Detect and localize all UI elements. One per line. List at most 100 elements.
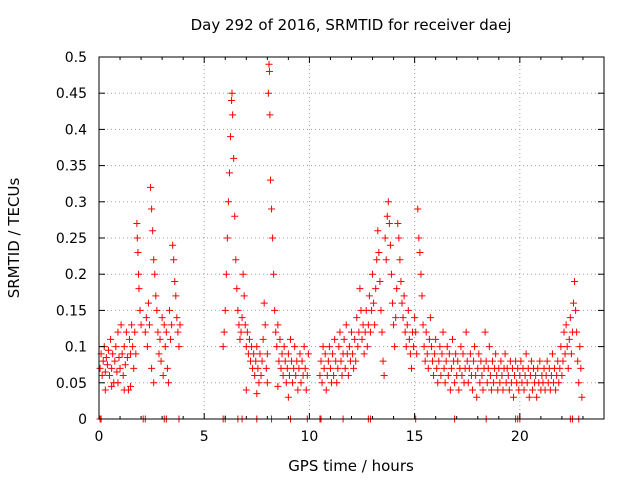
data-point	[174, 328, 182, 336]
data-point	[344, 372, 352, 380]
data-point	[136, 306, 144, 314]
data-point	[454, 357, 462, 365]
data-point	[319, 343, 327, 351]
data-point	[406, 350, 414, 358]
data-point	[165, 306, 173, 314]
data-point	[411, 314, 419, 322]
y-axis-label: SRMTID / TECUs	[5, 178, 23, 299]
data-point	[223, 234, 231, 242]
data-point	[253, 390, 261, 398]
data-point	[569, 299, 577, 307]
data-point	[563, 343, 571, 351]
data-point	[251, 372, 259, 380]
data-point	[120, 386, 128, 394]
data-point	[425, 335, 433, 343]
data-point	[300, 343, 308, 351]
data-point	[238, 314, 246, 322]
x-axis-label: GPS time / hours	[288, 457, 414, 475]
data-point	[241, 321, 249, 329]
data-point	[523, 379, 531, 387]
data-point	[220, 328, 228, 336]
x-axis: 0 5 10 15 20	[95, 57, 584, 445]
data-point	[253, 343, 261, 351]
data-point	[103, 361, 111, 369]
data-point	[265, 60, 273, 68]
data-point	[572, 306, 580, 314]
data-point	[131, 328, 139, 336]
data-point	[296, 350, 304, 358]
data-point	[169, 241, 177, 249]
data-point	[464, 379, 472, 387]
y-tick-label: 0.15	[56, 303, 87, 319]
data-point	[459, 350, 467, 358]
data-point	[399, 314, 407, 322]
data-point	[394, 220, 402, 228]
data-point	[342, 321, 350, 329]
data-point	[433, 364, 441, 372]
data-point	[235, 321, 243, 329]
data-point	[331, 335, 339, 343]
data-point	[118, 350, 126, 358]
data-point	[543, 357, 551, 365]
data-point	[431, 350, 439, 358]
data-point	[390, 321, 398, 329]
y-tick-label: 0.3	[65, 195, 87, 211]
data-point	[101, 368, 109, 376]
data-point	[292, 372, 300, 380]
data-point	[410, 343, 418, 351]
data-point	[109, 350, 117, 358]
data-point	[377, 306, 385, 314]
data-point	[172, 292, 180, 300]
data-point	[156, 335, 164, 343]
data-point	[126, 335, 134, 343]
data-point	[355, 328, 363, 336]
data-point	[396, 256, 404, 264]
data-point	[336, 328, 344, 336]
data-point	[151, 270, 159, 278]
data-point	[114, 328, 122, 336]
data-point	[473, 393, 481, 401]
data-point	[277, 364, 285, 372]
data-points	[96, 60, 586, 423]
data-point	[276, 335, 284, 343]
data-point	[245, 335, 253, 343]
data-point	[101, 386, 109, 394]
data-point	[458, 372, 466, 380]
data-point	[149, 227, 157, 235]
data-point	[369, 270, 377, 278]
data-point	[285, 372, 293, 380]
data-point	[501, 350, 509, 358]
data-point	[338, 372, 346, 380]
data-point	[106, 372, 114, 380]
data-point	[426, 314, 434, 322]
x-tick-label: 10	[301, 429, 319, 445]
data-point	[478, 372, 486, 380]
data-point	[268, 205, 276, 213]
data-point	[297, 379, 305, 387]
data-point	[466, 350, 474, 358]
data-point	[116, 364, 124, 372]
data-point	[382, 256, 390, 264]
y-axis: 0 0.05 0.1 0.15 0.2 0.25 0.3 0.35 0.4 0.45 0.5	[56, 50, 604, 428]
data-point	[462, 328, 470, 336]
data-point	[321, 350, 329, 358]
data-point	[294, 386, 302, 394]
data-point	[128, 321, 136, 329]
data-point	[372, 285, 380, 293]
data-point	[505, 386, 513, 394]
data-point	[108, 364, 116, 372]
data-point	[436, 343, 444, 351]
data-point	[283, 364, 291, 372]
data-point	[444, 372, 452, 380]
data-point	[393, 285, 401, 293]
data-point	[150, 379, 158, 387]
data-point	[173, 314, 181, 322]
data-point	[367, 306, 375, 314]
data-point	[289, 379, 297, 387]
data-point	[279, 372, 287, 380]
data-point	[468, 386, 476, 394]
data-point	[281, 357, 289, 365]
data-point	[326, 364, 334, 372]
data-point	[419, 321, 427, 329]
data-point	[527, 357, 535, 365]
